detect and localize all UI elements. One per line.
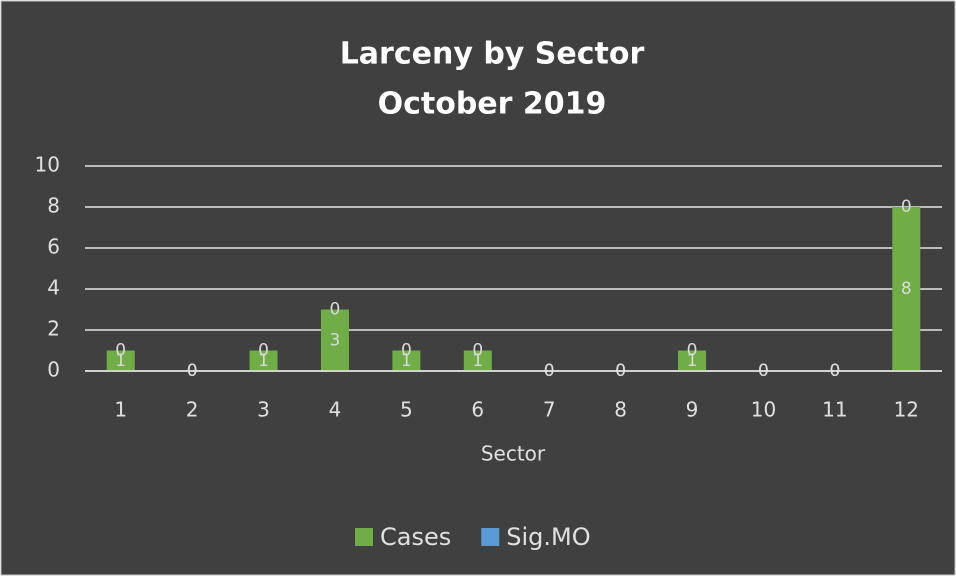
bar [320,309,349,371]
legend-swatch [481,528,500,546]
chart-subtitle: October 2019 [378,87,607,122]
data-label: 1 [258,351,269,371]
y-tick-label: 6 [47,235,60,259]
data-label: 1 [687,351,698,371]
x-tick-label: 3 [257,398,270,422]
data-label: 0 [901,197,912,217]
x-tick-label: 2 [186,398,199,422]
data-label: 0 [472,341,483,361]
data-label: 0 [330,300,341,320]
y-tick-label: 8 [47,194,60,218]
y-tick-label: 10 [35,153,60,177]
x-tick-label: 12 [894,398,919,422]
data-label: 0 [115,341,126,361]
legend-swatch [355,528,373,546]
bar [892,207,921,371]
y-tick-label: 2 [47,317,60,341]
x-tick-label: 1 [114,398,127,422]
data-label: 0 [258,341,269,361]
x-tick-label: 11 [822,398,847,422]
x-axis-label: Sector [481,442,546,466]
data-label: 1 [115,351,126,371]
data-label: 0 [401,341,412,361]
data-label: 8 [901,279,912,299]
chart-title: Larceny by Sector [340,37,645,72]
x-tick-label: 9 [686,398,699,422]
x-tick-label: 8 [614,398,627,422]
data-label: 1 [401,351,412,371]
y-tick-label: 0 [47,358,60,382]
x-tick-label: 7 [543,398,556,422]
x-tick-label: 10 [751,398,776,422]
bar [249,350,278,371]
bar [678,350,707,371]
x-tick-label: 5 [400,398,413,422]
data-label: 0 [687,341,698,361]
bar [106,350,135,371]
x-tick-label: 6 [471,398,484,422]
data-label: 1 [472,351,483,371]
legend-label: Sig.MO [506,523,590,551]
bar [392,350,421,371]
legend-label: Cases [380,523,451,551]
y-tick-label: 4 [47,276,60,300]
data-label: 3 [330,330,341,350]
bar [463,350,492,371]
x-tick-label: 4 [329,398,342,422]
